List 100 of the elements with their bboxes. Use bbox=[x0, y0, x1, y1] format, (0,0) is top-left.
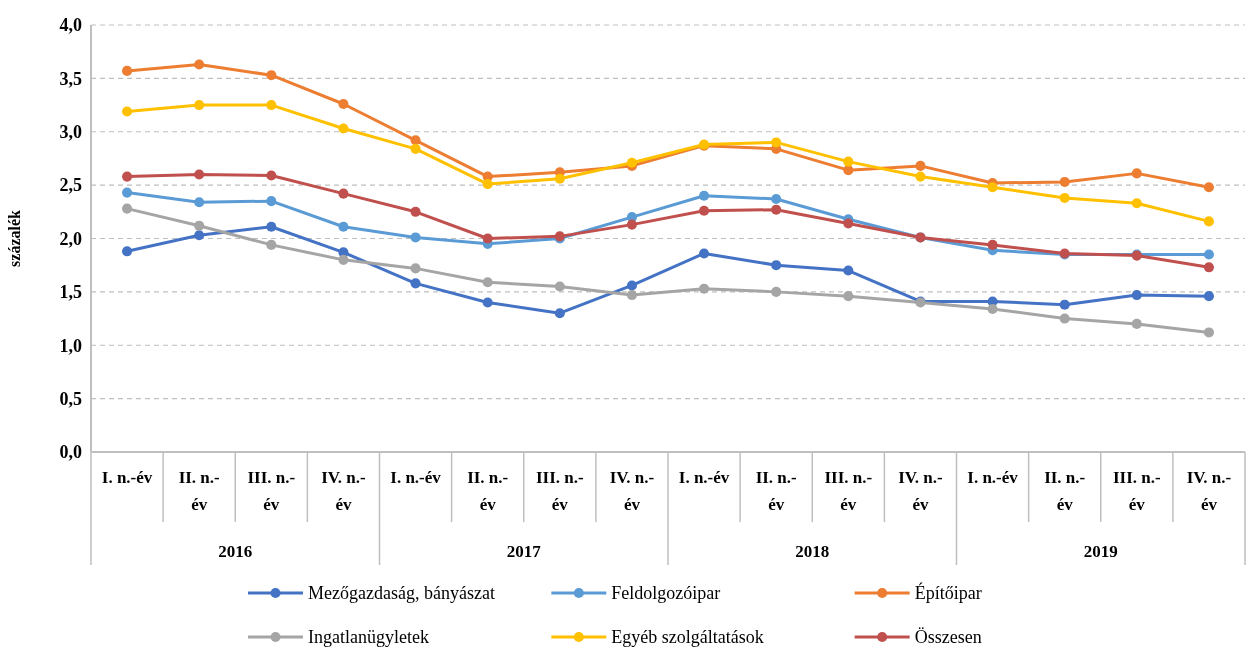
point bbox=[122, 106, 133, 117]
x-tick-label: II. n.-év bbox=[467, 468, 509, 514]
point bbox=[1131, 318, 1142, 329]
point bbox=[338, 123, 349, 134]
point bbox=[266, 239, 277, 250]
x-tick-label: III. n.-év bbox=[247, 468, 296, 514]
point bbox=[987, 303, 998, 314]
point bbox=[482, 277, 493, 288]
point bbox=[1131, 198, 1142, 209]
x-tick-label: III. n.-év bbox=[1112, 468, 1161, 514]
text: 2018 bbox=[795, 542, 830, 561]
point bbox=[771, 193, 782, 205]
x-tick-label: I. n.-év bbox=[390, 468, 442, 487]
point bbox=[338, 221, 349, 232]
point bbox=[338, 188, 349, 199]
point bbox=[266, 196, 277, 207]
point bbox=[1203, 249, 1214, 260]
point bbox=[482, 233, 493, 244]
y-tick-label: 4,0 bbox=[59, 15, 82, 36]
y-tick-label: 3,5 bbox=[59, 68, 82, 89]
y-tick-label: 1,5 bbox=[59, 282, 82, 303]
x-tick-label: II. n.-év bbox=[178, 468, 221, 514]
point bbox=[194, 197, 205, 208]
point bbox=[122, 187, 133, 198]
legend-label: Mezőgazdaság, bányászat bbox=[308, 583, 495, 604]
x-tick-label: II. n.-év bbox=[1044, 468, 1086, 514]
y-axis-title: százalék bbox=[6, 209, 23, 267]
point bbox=[482, 179, 493, 190]
legend-label: Egyéb szolgáltatások bbox=[611, 627, 764, 648]
point bbox=[482, 297, 493, 308]
point bbox=[1059, 192, 1070, 203]
point bbox=[410, 135, 421, 146]
legend-label: Összesen bbox=[914, 627, 982, 648]
point bbox=[699, 248, 710, 259]
x-tick-label: IV. n.-év bbox=[321, 468, 367, 514]
point bbox=[410, 232, 421, 243]
point bbox=[194, 220, 205, 231]
point bbox=[266, 170, 277, 181]
point bbox=[554, 173, 565, 184]
point bbox=[1131, 168, 1142, 179]
point bbox=[554, 281, 565, 292]
point bbox=[194, 59, 205, 70]
point bbox=[194, 169, 205, 180]
x-tick-label: IV. n.-év bbox=[1186, 468, 1232, 514]
point bbox=[410, 143, 421, 154]
point bbox=[410, 278, 421, 289]
point bbox=[554, 308, 565, 319]
point bbox=[987, 182, 998, 193]
point bbox=[987, 239, 998, 250]
point bbox=[1059, 313, 1070, 324]
point bbox=[771, 137, 782, 148]
point bbox=[915, 171, 926, 182]
point bbox=[122, 203, 133, 214]
legend-label: Feldolgozóipar bbox=[611, 583, 721, 604]
point bbox=[1203, 327, 1214, 338]
legend-label: Építőipar bbox=[914, 582, 982, 604]
point bbox=[1059, 176, 1070, 187]
text: 2017 bbox=[506, 542, 542, 561]
point bbox=[194, 230, 205, 241]
point bbox=[699, 283, 710, 294]
point bbox=[843, 165, 854, 176]
x-tick-label: III. n.-év bbox=[535, 468, 584, 514]
y-tick-label: 2,0 bbox=[59, 228, 82, 249]
x-tick-label: I. n.-év bbox=[678, 468, 730, 487]
y-tick-label: 1,0 bbox=[59, 335, 82, 356]
text: 2019 bbox=[1083, 542, 1118, 561]
point bbox=[699, 190, 710, 201]
y-tick-label: 0,5 bbox=[59, 388, 82, 409]
point bbox=[1203, 182, 1214, 193]
point bbox=[266, 221, 277, 232]
point bbox=[1059, 299, 1070, 310]
y-tick-label: 3,0 bbox=[59, 122, 82, 143]
point bbox=[771, 204, 782, 215]
point bbox=[843, 156, 854, 167]
x-tick-label: IV. n.-év bbox=[609, 468, 655, 514]
point bbox=[122, 171, 133, 182]
point bbox=[410, 206, 421, 217]
point bbox=[771, 286, 782, 297]
y-tick-label: 0,0 bbox=[59, 442, 82, 463]
text: 2016 bbox=[218, 542, 253, 561]
point bbox=[266, 100, 277, 111]
point bbox=[1203, 262, 1214, 273]
legend-label: Ingatlanügyletek bbox=[308, 627, 429, 648]
point bbox=[626, 219, 637, 230]
y-tick-label: 2,5 bbox=[59, 175, 82, 196]
x-tick-label: IV. n.-év bbox=[898, 468, 944, 514]
point bbox=[915, 160, 926, 171]
point bbox=[843, 218, 854, 229]
point bbox=[338, 254, 349, 265]
point bbox=[843, 291, 854, 302]
point bbox=[771, 260, 782, 271]
point bbox=[338, 98, 349, 110]
point bbox=[122, 246, 133, 257]
point bbox=[1203, 291, 1214, 302]
point bbox=[410, 263, 421, 274]
x-tick-label: I. n.-év bbox=[967, 468, 1019, 487]
point bbox=[1131, 290, 1142, 301]
x-tick-label: III. n.-év bbox=[824, 468, 873, 514]
x-tick-label: I. n.-év bbox=[101, 468, 153, 487]
point bbox=[194, 100, 205, 111]
